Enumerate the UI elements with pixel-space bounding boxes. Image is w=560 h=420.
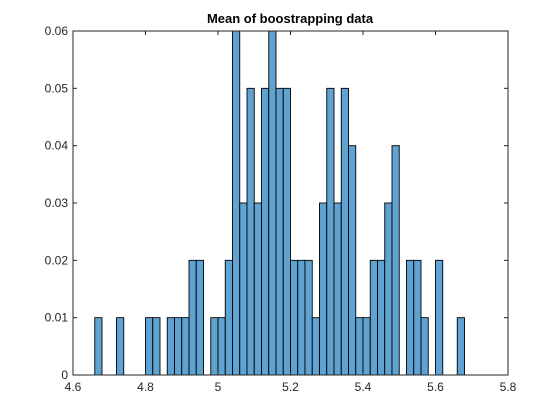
histogram-bar-5	[175, 318, 182, 375]
x-tick-label: 4.6	[65, 380, 82, 394]
y-tick-label: 0.05	[45, 81, 69, 95]
histogram-bar-22	[305, 260, 312, 375]
histogram-bar-28	[349, 146, 356, 375]
histogram-bar-7	[189, 260, 196, 375]
histogram-bar-6	[182, 318, 189, 375]
x-tick-label: 5	[215, 380, 222, 394]
histogram-bar-32	[378, 260, 385, 375]
y-tick-label: 0.01	[45, 311, 69, 325]
x-tick-label: 5.4	[355, 380, 372, 394]
histogram-bar-37	[421, 318, 428, 375]
chart-title: Mean of boostrapping data	[207, 11, 374, 26]
histogram-bar-0	[95, 318, 102, 375]
y-tick-label: 0.02	[45, 253, 69, 267]
histogram-bar-26	[334, 203, 341, 375]
x-tick-label: 4.8	[137, 380, 154, 394]
histogram-bar-36	[414, 260, 421, 375]
x-tick-label: 5.6	[427, 380, 444, 394]
histogram-bar-35	[407, 260, 414, 375]
histogram-bar-9	[211, 318, 218, 375]
histogram-bar-10	[218, 318, 225, 375]
x-tick-label: 5.8	[500, 380, 517, 394]
histogram-bar-8	[196, 260, 203, 375]
histogram-bar-2	[146, 318, 153, 375]
x-tick-label: 5.2	[282, 380, 299, 394]
histogram-bar-21	[298, 260, 305, 375]
histogram-bar-23	[312, 318, 319, 375]
y-tick-label: 0.03	[45, 196, 69, 210]
histogram-bar-38	[436, 260, 443, 375]
histogram-bar-11	[225, 260, 232, 375]
histogram-bar-12	[233, 31, 240, 375]
y-tick-label: 0	[61, 368, 68, 382]
y-tick-label: 0.04	[45, 139, 69, 153]
histogram-bar-18	[276, 88, 283, 375]
histogram-bar-29	[356, 318, 363, 375]
histogram-bar-14	[247, 88, 254, 375]
histogram-bar-1	[117, 318, 124, 375]
bars-group	[95, 31, 465, 375]
histogram-bar-19	[283, 88, 290, 375]
histogram-bar-4	[167, 318, 174, 375]
histogram-bar-31	[370, 260, 377, 375]
histogram-bar-34	[392, 146, 399, 375]
histogram-bar-25	[327, 88, 334, 375]
histogram-bar-39	[457, 318, 464, 375]
histogram-bar-20	[291, 260, 298, 375]
histogram-bar-17	[269, 31, 276, 375]
histogram-bar-27	[341, 88, 348, 375]
histogram-bar-33	[385, 203, 392, 375]
histogram-bar-24	[320, 203, 327, 375]
histogram-bar-3	[153, 318, 160, 375]
y-tick-label: 0.06	[45, 24, 69, 38]
histogram-bar-16	[262, 88, 269, 375]
histogram-bar-15	[254, 203, 261, 375]
histogram-bar-30	[363, 318, 370, 375]
histogram-bar-13	[240, 203, 247, 375]
